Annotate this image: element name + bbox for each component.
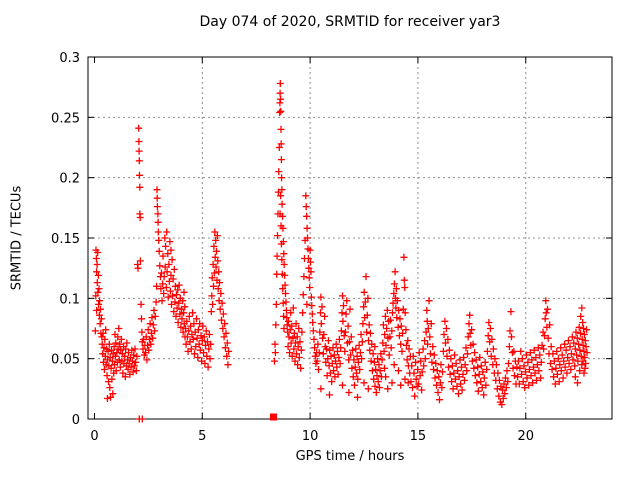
x-tick-label: 0 <box>90 429 98 444</box>
scatter-points-srmtid <box>91 80 591 423</box>
y-tick-label: 0.05 <box>51 353 80 368</box>
y-tick-label: 0.3 <box>59 51 80 66</box>
x-tick-label: 20 <box>517 429 534 444</box>
x-axis-label: GPS time / hours <box>295 449 405 464</box>
y-tick-label: 0.25 <box>51 111 80 126</box>
x-tick-label: 5 <box>198 429 206 444</box>
y-tick-label: 0 <box>72 413 80 428</box>
y-tick-label: 0.1 <box>59 292 80 307</box>
chart-title: Day 074 of 2020, SRMTID for receiver yar… <box>199 14 501 30</box>
y-tick-label: 0.15 <box>51 232 80 247</box>
x-tick-label: 10 <box>302 429 319 444</box>
x-tick-label: 15 <box>410 429 427 444</box>
y-tick-label: 0.2 <box>59 172 80 187</box>
flag-square-marker <box>269 413 277 421</box>
